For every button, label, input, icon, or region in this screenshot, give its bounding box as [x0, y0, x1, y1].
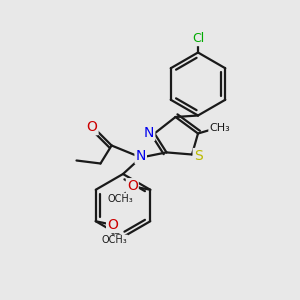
- Text: OCH₃: OCH₃: [101, 236, 127, 245]
- Text: OCH₃: OCH₃: [108, 194, 134, 204]
- Text: Cl: Cl: [192, 32, 204, 45]
- Text: N: N: [136, 149, 146, 163]
- Text: O: O: [87, 120, 98, 134]
- Text: S: S: [194, 149, 202, 163]
- Text: N: N: [144, 126, 154, 140]
- Text: O: O: [127, 179, 138, 193]
- Text: O: O: [107, 218, 118, 232]
- Text: CH₃: CH₃: [209, 123, 230, 133]
